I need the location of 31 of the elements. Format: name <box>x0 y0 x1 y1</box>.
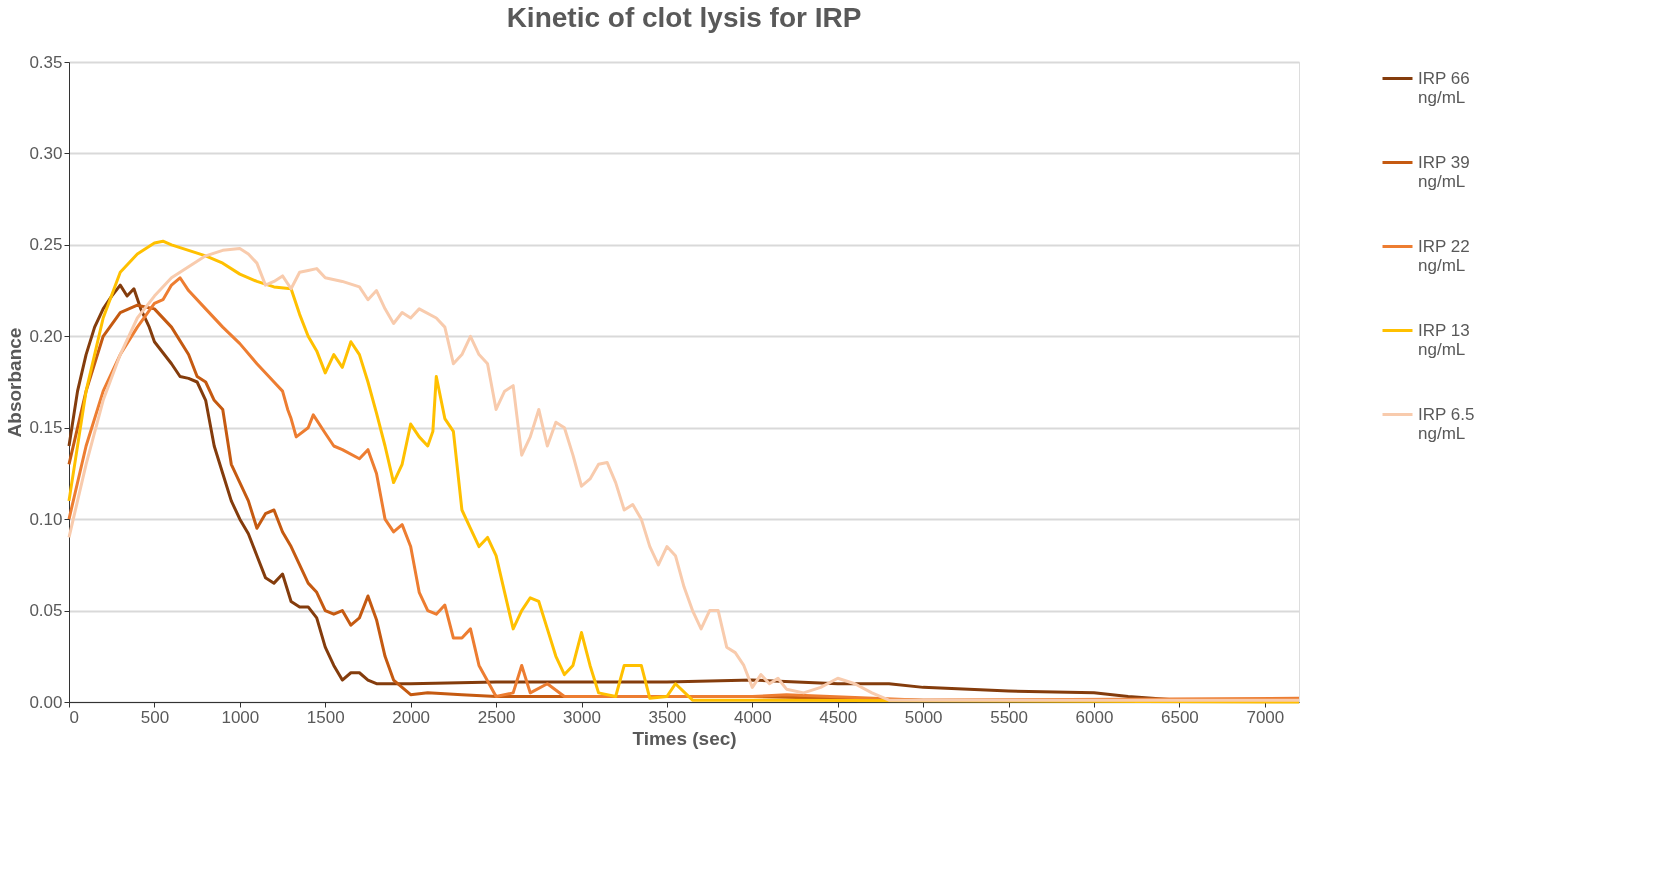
legend-label: IRP 6.5 ng/mL <box>1418 404 1475 443</box>
x-tick-label: 6000 <box>1075 707 1114 727</box>
x-tick-label: 3000 <box>563 707 601 727</box>
legend-label: IRP 39 ng/mL <box>1418 152 1470 191</box>
x-tick-label: 2500 <box>477 707 516 727</box>
y-tick-label: 0.25 <box>29 235 63 255</box>
y-tick-label: 0.30 <box>29 143 63 163</box>
y-tick-label: 0.10 <box>29 509 63 529</box>
x-tick-label: 7000 <box>1246 707 1285 727</box>
legend-label: IRP 66 ng/mL <box>1418 68 1470 107</box>
y-tick-label: 0.15 <box>29 418 63 438</box>
x-tick-label: 500 <box>140 707 170 727</box>
x-tick-label: 5500 <box>990 707 1028 727</box>
y-tick-label: 0.05 <box>29 601 63 621</box>
y-axis-title: Absorbance <box>4 327 26 438</box>
chart-title: Kinetic of clot lysis for IRP <box>506 2 862 33</box>
x-tick-label: 6500 <box>1161 707 1199 727</box>
x-tick-label: 4500 <box>819 707 858 727</box>
legend-label: IRP 13 ng/mL <box>1418 320 1470 359</box>
x-tick-label: 0 <box>69 707 79 727</box>
y-tick-label: 0.20 <box>29 326 63 346</box>
x-axis-title: Times (sec) <box>632 727 737 749</box>
y-tick-label: 0.00 <box>29 692 63 712</box>
legend-label: IRP 22 ng/mL <box>1418 236 1470 275</box>
x-tick-label: 2000 <box>392 707 431 727</box>
x-tick-label: 5000 <box>904 707 943 727</box>
x-tick-label: 1500 <box>306 707 345 727</box>
x-tick-label: 3500 <box>648 707 687 727</box>
y-tick-label: 0.35 <box>29 52 63 72</box>
x-tick-label: 4000 <box>733 707 772 727</box>
x-tick-label: 1000 <box>221 707 260 727</box>
